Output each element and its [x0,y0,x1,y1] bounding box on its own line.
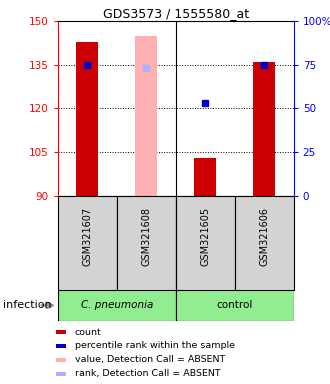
Bar [56,372,66,376]
Bar [176,196,235,290]
Bar [58,196,117,290]
Text: GSM321608: GSM321608 [141,207,151,266]
Text: infection: infection [3,300,52,310]
Text: control: control [216,300,253,310]
Bar [235,196,294,290]
Text: count: count [75,328,102,336]
Text: rank, Detection Call = ABSENT: rank, Detection Call = ABSENT [75,369,220,378]
Bar [176,290,294,321]
Bar [56,344,66,348]
Bar [194,158,216,196]
Bar [117,196,176,290]
Bar [56,358,66,362]
Title: GDS3573 / 1555580_at: GDS3573 / 1555580_at [103,7,249,20]
Text: value, Detection Call = ABSENT: value, Detection Call = ABSENT [75,356,225,364]
Text: GSM321605: GSM321605 [200,207,210,266]
Bar [76,41,98,196]
Bar [58,290,176,321]
Bar [56,330,66,334]
Text: C. pneumonia: C. pneumonia [81,300,153,310]
Bar [135,36,157,196]
Text: GSM321607: GSM321607 [82,207,92,266]
Bar [253,62,276,196]
Text: GSM321606: GSM321606 [259,207,269,266]
Text: percentile rank within the sample: percentile rank within the sample [75,341,235,351]
